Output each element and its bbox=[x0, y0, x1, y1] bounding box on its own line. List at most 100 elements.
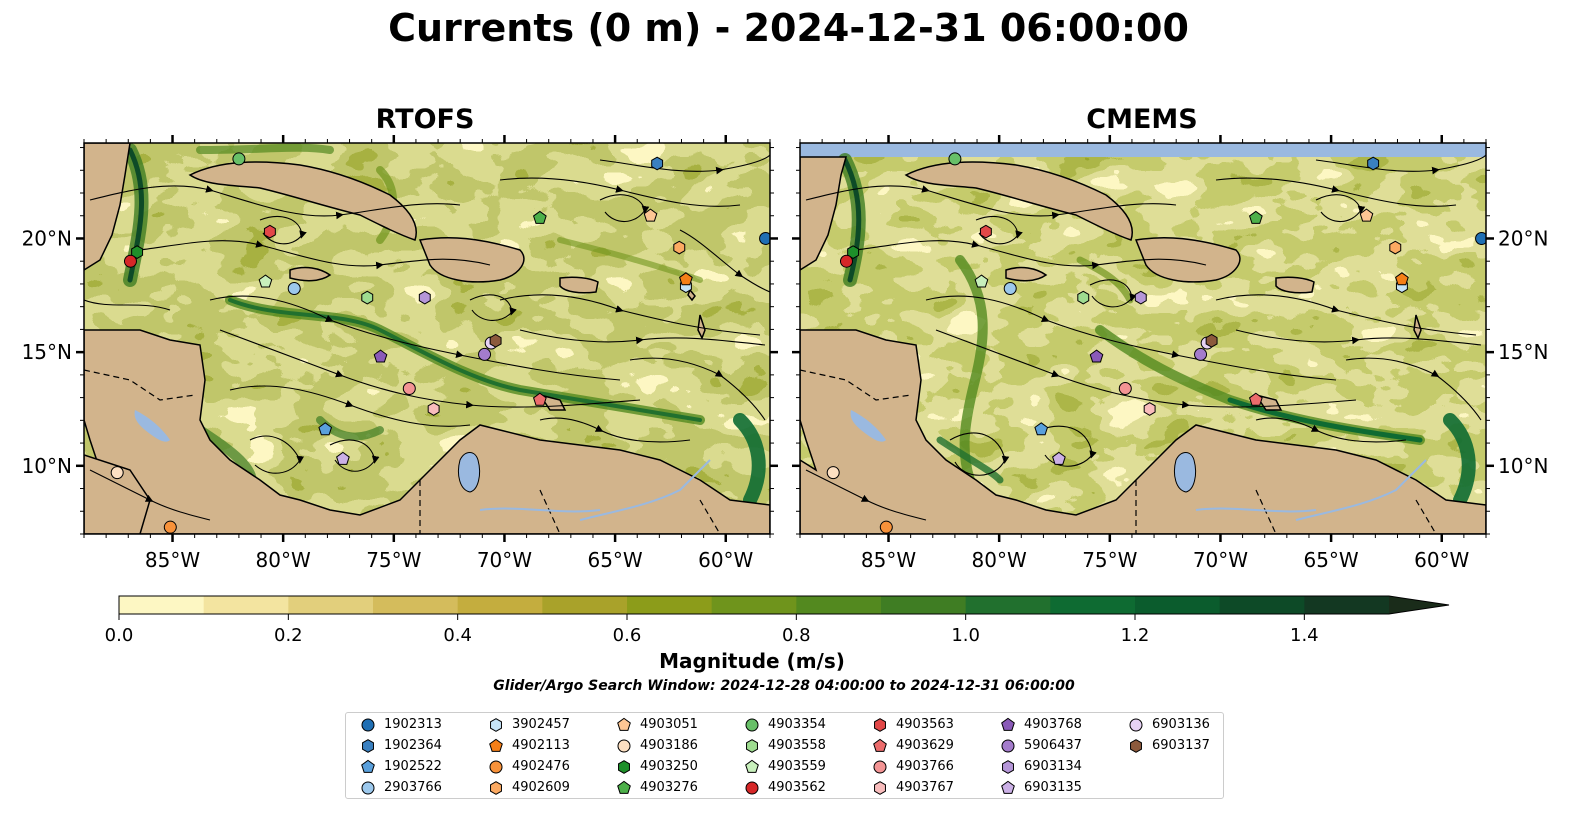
legend-label: 4903276 bbox=[640, 780, 698, 795]
lon-tick-label: 75°W bbox=[366, 548, 421, 572]
pentagon-marker-icon bbox=[489, 738, 503, 752]
colorbar: 0.0 0.2 0.4 0.6 0.8 1.0 1.2 1.4 bbox=[105, 595, 1450, 646]
legend-item-4903629: 4903629 bbox=[872, 735, 954, 756]
legend-label: 6903134 bbox=[1024, 759, 1082, 774]
legend-marker-4903276 bbox=[617, 780, 631, 794]
lon-tick-label: 65°W bbox=[587, 548, 642, 572]
platform-marker-1902364 bbox=[1367, 156, 1380, 171]
platform-marker-4902476 bbox=[879, 520, 893, 534]
platform-marker-4903629 bbox=[532, 392, 547, 406]
platform-marker-4903558 bbox=[361, 290, 374, 305]
lat-tick-label: 15°N bbox=[22, 340, 72, 364]
legend-item-4902113: 4902113 bbox=[488, 735, 570, 756]
legend-label: 2903766 bbox=[384, 780, 442, 795]
platform-marker-1902313 bbox=[759, 231, 770, 245]
colorbar-segment bbox=[373, 596, 459, 614]
legend-item-6903134: 6903134 bbox=[1000, 756, 1082, 777]
platform-marker-1902522 bbox=[318, 422, 333, 436]
platform-markers-rtofs bbox=[110, 152, 770, 534]
circle-marker-icon bbox=[873, 760, 887, 773]
colorbar-segment bbox=[965, 596, 1051, 614]
legend-marker-6903137 bbox=[1130, 738, 1142, 753]
legend-item-6903137: 6903137 bbox=[1128, 735, 1210, 756]
colorbar-segment bbox=[1219, 596, 1305, 614]
legend-item-4903354: 4903354 bbox=[744, 714, 826, 735]
figure-title: Currents (0 m) - 2024-12-31 06:00:00 bbox=[388, 6, 1189, 50]
colorbar-tick-label: 0.6 bbox=[613, 625, 642, 646]
legend-item-1902522: 1902522 bbox=[360, 756, 442, 777]
legend-label: 6903137 bbox=[1152, 738, 1210, 753]
platform-marker-4903562 bbox=[839, 254, 853, 268]
legend-item-3902457: 3902457 bbox=[488, 714, 570, 735]
colorbar-tick-label: 0.0 bbox=[105, 625, 134, 646]
legend-label: 4903354 bbox=[768, 717, 826, 732]
legend-marker-1902313 bbox=[361, 718, 375, 731]
legend-label: 5906437 bbox=[1024, 738, 1082, 753]
circle-marker-icon bbox=[745, 781, 759, 794]
colorbar-segment bbox=[627, 596, 713, 614]
circle-marker-icon bbox=[617, 739, 631, 752]
lakes bbox=[134, 410, 481, 493]
hexagon-marker-icon bbox=[618, 759, 630, 774]
legend-label: 4903186 bbox=[640, 738, 698, 753]
platform-marker-6903134 bbox=[418, 290, 431, 305]
colorbar-tick-label: 0.8 bbox=[782, 625, 811, 646]
legend-marker-4902476 bbox=[489, 760, 503, 773]
hexagon-marker-icon bbox=[874, 780, 886, 795]
colorbar-segment bbox=[1135, 596, 1221, 614]
legend-label: 1902364 bbox=[384, 738, 442, 753]
legend-label: 4903767 bbox=[896, 780, 954, 795]
legend-label: 4903766 bbox=[896, 759, 954, 774]
platform-marker-6903134 bbox=[1134, 290, 1147, 305]
legend-marker-4903558 bbox=[746, 738, 758, 753]
legend-marker-2903766 bbox=[361, 781, 375, 794]
legend-item-4903768: 4903768 bbox=[1000, 714, 1082, 735]
legend-marker-3902457 bbox=[490, 717, 502, 732]
borders bbox=[800, 369, 1437, 534]
platform-marker-4902113 bbox=[679, 272, 693, 286]
circle-marker-icon bbox=[361, 718, 375, 731]
cmems-map bbox=[800, 143, 1486, 534]
axis-ticks: 85°W 80°W 75°W 70°W 65°W 60°W 10°N 15°N 20°N 85°W… bbox=[22, 135, 1548, 572]
circle-marker-icon bbox=[745, 718, 759, 731]
platform-marker-4903768 bbox=[1089, 349, 1104, 363]
hexagon-marker-icon bbox=[1002, 759, 1014, 774]
circle-marker-icon bbox=[361, 781, 375, 794]
platform-marker-4902476 bbox=[163, 520, 177, 534]
lon-tick-label: 80°W bbox=[256, 548, 311, 572]
colorbar-extend-arrow bbox=[1389, 596, 1449, 614]
legend-label: 4902609 bbox=[512, 780, 570, 795]
platform-marker-4903559 bbox=[258, 274, 273, 288]
legend-marker-4903629 bbox=[873, 738, 887, 752]
colorbar-segment bbox=[457, 596, 543, 614]
legend-marker-6903136 bbox=[1129, 718, 1143, 731]
platform-marker-4903559 bbox=[974, 274, 989, 288]
colorbar-segment bbox=[796, 596, 882, 614]
rtofs-panel-title: RTOFS bbox=[375, 104, 475, 135]
platform-marker-4903767 bbox=[1143, 402, 1156, 416]
legend-label: 3902457 bbox=[512, 717, 570, 732]
legend-label: 4903562 bbox=[768, 780, 826, 795]
streamlines bbox=[84, 154, 770, 521]
legend-item-4903766: 4903766 bbox=[872, 756, 954, 777]
platform-marker-4903250 bbox=[847, 245, 860, 259]
colorbar-tick-label: 0.4 bbox=[443, 625, 472, 646]
legend-item-4903051: 4903051 bbox=[616, 714, 698, 735]
platform-marker-2903766 bbox=[287, 281, 301, 295]
platform-markers-cmems bbox=[826, 152, 1486, 534]
circle-marker-icon bbox=[1129, 718, 1143, 731]
colorbar-segment bbox=[288, 596, 374, 614]
lat-tick-label: 20°N bbox=[22, 226, 72, 250]
platform-marker-4903051 bbox=[1359, 208, 1374, 222]
platform-legend: 1902313 1902364 1902522 2903766 3902457 49021… bbox=[345, 712, 1224, 799]
rtofs-map-frame bbox=[83, 142, 771, 535]
platform-marker-4903354 bbox=[232, 152, 246, 166]
search-window-text: Glider/Argo Search Window: 2024-12-28 04… bbox=[493, 678, 1075, 694]
platform-marker-1902364 bbox=[651, 156, 664, 171]
colorbar-label: Magnitude (m/s) bbox=[659, 649, 845, 673]
pentagon-marker-icon bbox=[745, 759, 759, 773]
legend-item-4903250: 4903250 bbox=[616, 756, 698, 777]
platform-marker-4903767 bbox=[427, 402, 440, 416]
legend-label: 4903563 bbox=[896, 717, 954, 732]
legend-label: 1902313 bbox=[384, 717, 442, 732]
